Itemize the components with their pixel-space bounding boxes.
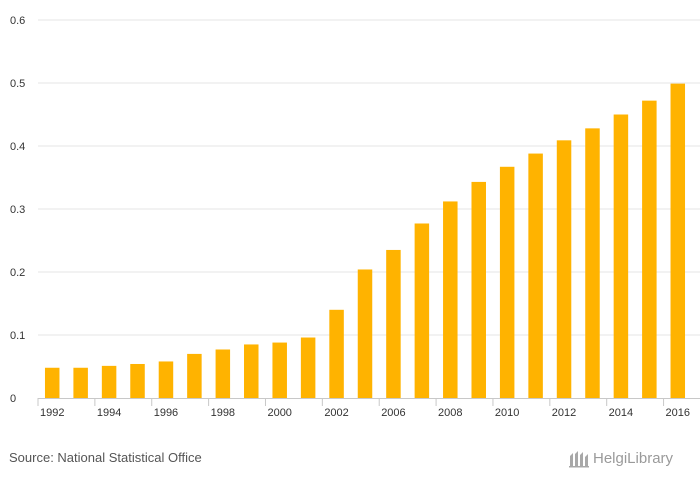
bars [44, 83, 686, 399]
brand-name: HelgiLibrary [593, 449, 674, 467]
y-tick-label: 0.1 [10, 330, 25, 342]
y-tick-label: 0.3 [10, 204, 25, 216]
y-tick-label: 0.4 [10, 141, 25, 153]
library-icon [569, 451, 589, 468]
x-tick-label: 2012 [552, 407, 576, 419]
x-tick-label: 2014 [609, 407, 633, 419]
bar-2004 [357, 269, 373, 398]
y-tick-label: 0.2 [10, 267, 25, 279]
x-tick-label: 1992 [40, 407, 64, 419]
x-tick-label: 1996 [154, 407, 178, 419]
bar-2001 [300, 337, 316, 398]
x-axis-ticks: 1992 1994 1996 1998 2000 2002 2006 2008 2010 2012… [37, 398, 690, 419]
bar-2008 [443, 201, 458, 398]
brand-logo: HelgiLibrary [568, 448, 673, 468]
y-tick-label: 0.5 [10, 78, 25, 90]
bar-2006 [386, 249, 401, 398]
bar-2009 [471, 181, 486, 398]
bar-2012 [556, 140, 572, 398]
bar-2000 [272, 342, 287, 398]
x-tick-label: 2010 [495, 407, 519, 419]
bar-2016 [670, 83, 686, 398]
x-tick-label: 2002 [324, 407, 348, 419]
x-tick-label: 2000 [267, 407, 291, 419]
x-tick-label: 2008 [438, 407, 462, 419]
x-tick-label: 2006 [381, 407, 405, 419]
y-tick-label: 0.6 [10, 15, 25, 27]
bar-2014 [613, 114, 629, 398]
bar-2015 [642, 100, 657, 398]
bar-1999 [244, 344, 259, 398]
bar-2013 [585, 128, 600, 399]
x-tick-label: 1994 [97, 407, 121, 419]
bar-2011 [528, 153, 543, 398]
bar-1995 [130, 363, 145, 398]
y-tick-label: 0 [10, 393, 16, 405]
bar-1998 [215, 349, 231, 398]
bar-2007 [414, 223, 430, 398]
bar-2002 [329, 309, 344, 398]
x-tick-label: 2016 [666, 407, 690, 419]
bar-1996 [158, 361, 174, 398]
y-axis-ticks: 0 0.1 0.2 0.3 0.4 0.5 0.6 [10, 15, 25, 405]
bar-1997 [187, 353, 202, 398]
bar-1994 [101, 365, 117, 398]
bar-1992 [44, 367, 60, 398]
x-tick-label: 1998 [211, 407, 235, 419]
bar-1993 [73, 367, 88, 398]
bar-2010 [499, 166, 515, 398]
source-note: Source: National Statistical Office [9, 450, 202, 465]
